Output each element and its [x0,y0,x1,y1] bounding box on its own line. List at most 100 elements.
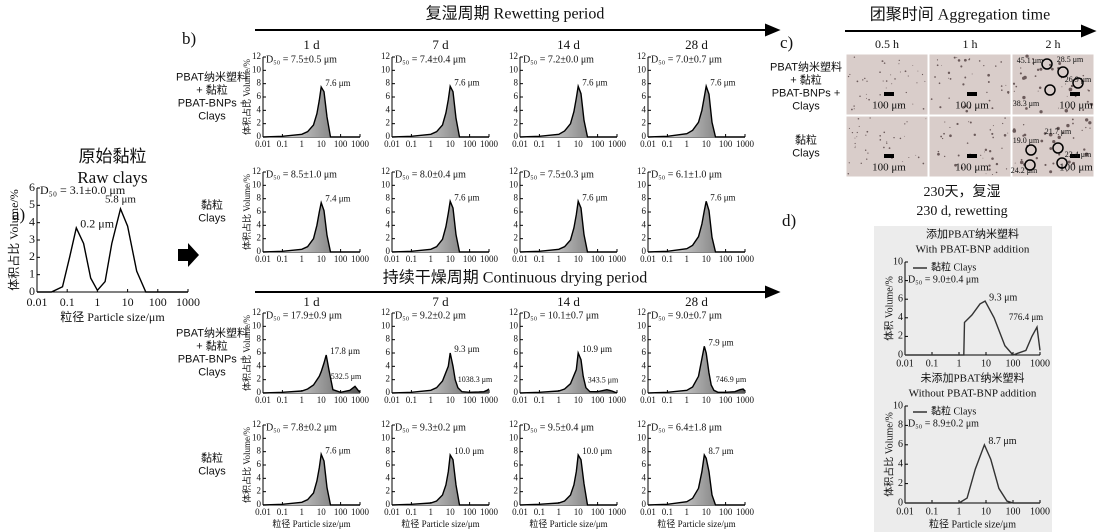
section-title: 持续干燥周期 Continuous drying period [383,269,647,287]
y-tick-label: 4 [386,360,391,370]
y-tick-label: 0 [642,499,647,509]
particle [963,58,967,62]
size-label: 45.1 μm [1017,56,1044,65]
y-tick-label: 0 [898,497,903,508]
particle [885,80,888,82]
particle [1015,85,1018,88]
y-tick-label: 6 [514,206,519,216]
y-axis-label: 体积 Volume/% [883,276,895,341]
particle [1007,93,1009,95]
particle [912,65,914,67]
x-tick-label: 0.01 [255,507,271,517]
y-tick-label: 6 [29,180,35,194]
peak-label: 1038.3 μm [458,375,493,384]
y-tick-label: 0 [514,499,519,509]
y-tick-label: 2 [898,331,903,342]
particle [971,73,973,75]
particle [1061,77,1063,79]
x-tick-label: 100 [719,395,733,405]
peak-label: 9.3 μm [454,344,479,354]
size-marker [1024,159,1036,171]
panel-label: d) [782,211,796,230]
y-tick-label: 0 [386,499,391,509]
particle [987,81,990,83]
x-axis-label: 粒径 Particle size/μm [401,518,479,529]
x-tick-label: 10 [317,395,327,405]
particle [899,71,901,73]
x-tick-label: 0.1 [406,507,417,517]
x-tick-label: 1000 [1030,358,1050,369]
x-tick-label: 0.01 [255,139,271,149]
micrograph [928,53,1012,116]
particle [957,59,961,62]
y-axis-label: 体积占比 Volume/% [241,173,252,250]
particle [1012,82,1016,85]
x-tick-label: 0.01 [896,506,914,517]
x-tick-label: 1000 [736,395,755,405]
particle [992,125,994,127]
scale-bar [967,154,977,158]
x-tick-label: 10 [702,395,712,405]
x-tick-label: 1 [957,506,962,517]
y-tick-label: 12 [509,166,518,176]
particle [924,80,926,82]
column-header: 14 d [557,37,580,52]
particle [915,154,917,156]
x-tick-label: 1 [429,395,434,405]
x-tick-label: 100 [591,254,605,264]
x-tick-label: 0.1 [662,254,673,264]
d50-label: D₅₀ = 7.5±0.3 μm [523,169,594,180]
particle [1038,86,1042,89]
y-tick-label: 0 [642,131,647,141]
column-header: 0.5 h [875,37,899,51]
y-tick-label: 4 [257,104,262,114]
y-tick-label: 2 [386,118,391,128]
y-tick-label: 0 [257,131,262,141]
size-label: 23.4 μm [1065,150,1092,159]
particle [916,82,918,84]
particle [881,60,884,62]
line [391,198,489,253]
x-tick-label: 1000 [608,254,627,264]
x-tick-label: 1 [429,507,434,517]
x-tick-label: 1000 [480,395,499,405]
row-label: Clays [792,100,820,112]
y-tick-label: 10 [509,64,519,74]
particle [987,73,990,77]
particle [1032,57,1034,60]
y-tick-label: 4 [898,458,903,469]
y-tick-label: 1 [29,266,35,280]
particle [949,126,951,129]
x-tick-label: 100 [719,254,733,264]
y-tick-label: 12 [509,51,518,61]
y-tick-label: 12 [637,307,646,317]
y-tick-label: 5 [29,197,35,211]
x-tick-label: 10 [702,254,712,264]
y-tick-label: 12 [252,307,261,317]
arrow [178,243,199,267]
d50-label: D₅₀ = 9.0±0.7 μm [651,310,722,321]
particle [1086,100,1089,103]
x-tick-label: 0.1 [926,506,939,517]
particle [882,105,885,107]
y-tick-label: 0 [257,387,262,397]
particle [995,171,998,174]
x-tick-label: 10 [446,254,456,264]
legend-label: 黏粒 Clays [931,404,976,417]
y-tick-label: 2 [642,374,647,384]
y-tick-label: 3 [29,232,35,246]
particle [879,71,881,74]
particle [1034,75,1037,77]
y-tick-label: 0 [514,387,519,397]
area [263,87,360,137]
particle [1082,109,1085,112]
particle [904,123,906,125]
y-tick-label: 2 [257,233,262,243]
y-tick-label: 10 [252,432,262,442]
row-label: PBAT-BNPs + [772,87,841,99]
x-tick-label: 1000 [480,507,499,517]
x-tick-label: 0.1 [60,295,75,309]
particle [930,98,933,100]
particle [1002,122,1004,125]
particle [1058,62,1062,65]
